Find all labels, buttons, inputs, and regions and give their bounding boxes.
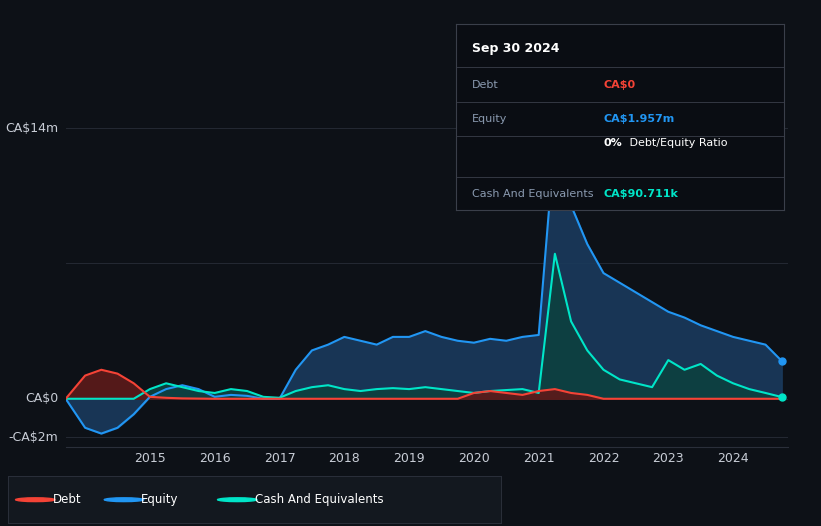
Text: Cash And Equivalents: Cash And Equivalents <box>472 189 594 199</box>
Text: Debt: Debt <box>472 80 499 90</box>
Circle shape <box>104 498 144 502</box>
Text: -CA$2m: -CA$2m <box>9 431 58 444</box>
Text: CA$1.957m: CA$1.957m <box>603 114 675 124</box>
Text: Equity: Equity <box>472 114 507 124</box>
Text: Equity: Equity <box>141 493 179 506</box>
Text: Cash And Equivalents: Cash And Equivalents <box>255 493 383 506</box>
Text: CA$90.711k: CA$90.711k <box>603 189 678 199</box>
Text: CA$14m: CA$14m <box>5 122 58 135</box>
Text: Debt/Equity Ratio: Debt/Equity Ratio <box>626 138 728 148</box>
Text: Debt: Debt <box>53 493 81 506</box>
Circle shape <box>218 498 257 502</box>
Text: CA$0: CA$0 <box>603 80 635 90</box>
Text: CA$0: CA$0 <box>25 392 58 405</box>
Circle shape <box>16 498 55 502</box>
Text: 0%: 0% <box>603 138 622 148</box>
Text: Sep 30 2024: Sep 30 2024 <box>472 43 560 55</box>
